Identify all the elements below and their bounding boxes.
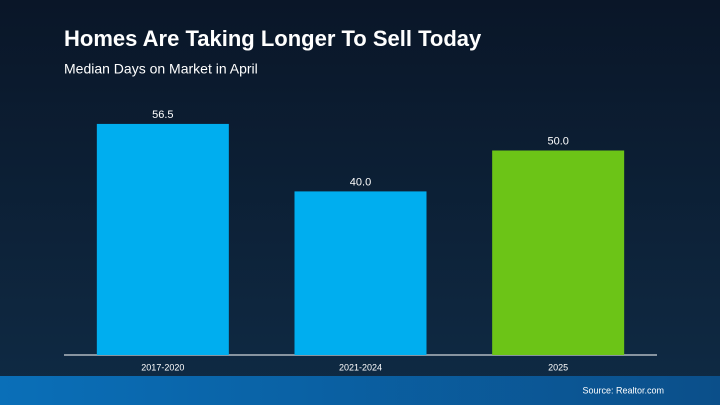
x-tick-label: 2021-2024 — [339, 362, 382, 372]
bar — [96, 123, 229, 355]
value-label: 40.0 — [350, 176, 371, 188]
footer-band — [0, 376, 720, 405]
value-label: 50.0 — [547, 135, 568, 147]
x-tick-label: 2025 — [548, 362, 568, 372]
bar — [492, 150, 625, 355]
bar — [294, 191, 427, 355]
chart-subtitle: Median Days on Market in April — [64, 61, 258, 77]
source: Source: Realtor.com — [582, 385, 664, 395]
value-label: 56.5 — [152, 109, 173, 121]
x-tick-label: 2017-2020 — [141, 362, 184, 372]
chart-title: Homes Are Taking Longer To Sell Today — [64, 26, 482, 51]
